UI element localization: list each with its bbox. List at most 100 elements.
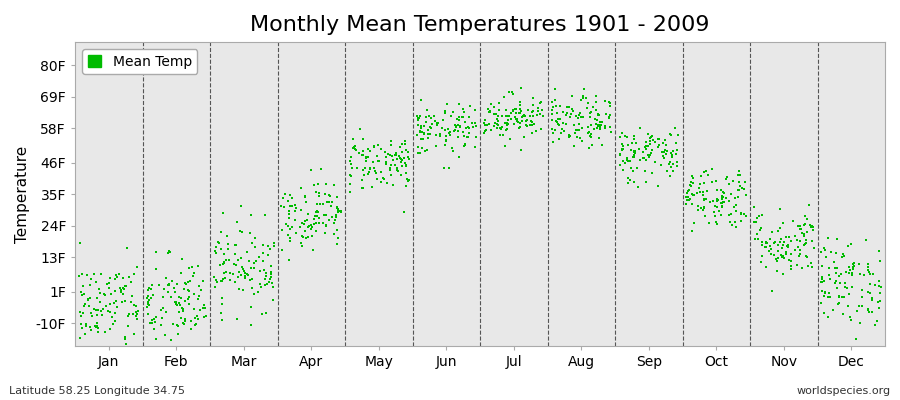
Point [469,122,483,129]
Point [238,272,252,279]
Point [558,112,572,118]
Point [320,198,335,205]
Point [513,124,527,130]
Point [451,134,465,140]
Point [491,122,505,128]
Point [216,276,230,282]
Point [517,112,531,118]
Point [394,148,409,155]
Point [81,296,95,302]
Point [401,149,416,155]
Point [651,144,665,150]
Point [105,320,120,327]
Point [565,106,580,112]
Point [391,164,405,171]
Point [258,272,273,279]
Point [218,275,232,282]
Point [356,172,371,178]
Point [521,107,535,114]
Point [177,280,192,286]
Point [670,147,684,153]
Point [383,152,398,158]
Point [680,188,695,194]
Point [193,306,207,313]
Point [178,316,193,322]
Point [697,196,711,202]
Point [175,256,189,262]
Point [846,265,860,272]
Point [368,169,382,176]
Point [81,297,95,303]
Point [443,129,457,135]
Point [733,172,747,178]
Point [254,284,268,290]
Point [298,193,312,199]
Point [626,167,641,174]
Point [690,190,705,196]
Point [310,208,324,214]
Point [414,97,428,103]
Point [699,188,714,194]
Point [773,239,788,246]
Point [598,123,612,129]
Point [584,109,598,116]
Point [776,242,790,249]
Point [234,255,248,261]
Point [501,89,516,95]
Point [544,98,559,105]
Point [437,108,452,114]
Point [506,108,520,114]
Point [325,199,339,205]
Point [513,102,527,108]
Point [545,107,560,113]
Point [493,126,508,132]
Point [321,217,336,224]
Point [126,311,140,318]
Point [436,116,451,123]
Point [288,217,302,224]
Point [557,128,572,134]
Point [791,223,806,229]
Point [697,197,711,204]
Point [334,208,348,214]
Point [482,108,497,114]
Point [592,122,607,128]
Point [483,101,498,107]
Point [733,182,747,189]
Point [122,274,136,280]
Point [172,294,186,300]
Point [412,128,427,134]
Point [764,246,778,252]
Point [508,114,523,120]
Point [790,262,805,268]
Point [626,133,641,139]
Point [778,254,792,261]
Point [718,176,733,182]
Point [244,304,258,310]
Point [759,244,773,250]
Point [452,117,466,123]
Point [759,239,773,246]
Point [168,301,183,307]
Point [861,308,876,315]
Point [796,231,811,238]
Point [620,154,634,161]
Point [320,223,334,230]
Point [343,172,357,178]
Point [84,327,98,334]
Point [214,278,229,284]
Point [77,303,92,309]
Point [655,149,670,155]
Point [413,112,428,119]
Point [716,199,731,205]
Point [531,104,545,111]
Point [513,98,527,105]
Point [147,326,161,332]
Point [589,121,603,127]
Point [686,180,700,186]
Point [220,246,235,252]
Text: worldspecies.org: worldspecies.org [796,386,891,396]
Point [233,228,248,234]
Point [526,119,540,126]
Point [581,100,596,106]
